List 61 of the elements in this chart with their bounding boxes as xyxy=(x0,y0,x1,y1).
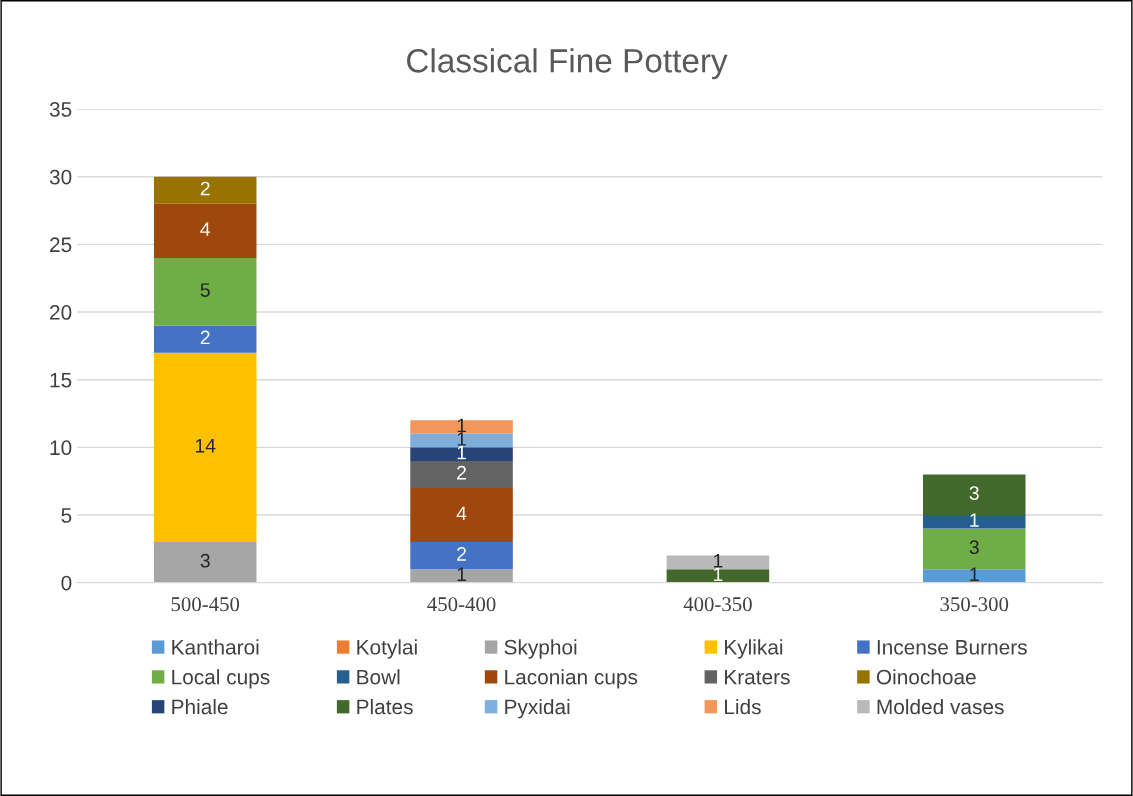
data-label: 2 xyxy=(200,330,210,345)
data-label: 1 xyxy=(457,432,467,446)
bar xyxy=(410,420,513,434)
y-tick-label: 10 xyxy=(50,440,72,456)
data-label: 3 xyxy=(969,486,979,500)
legend-label: Kantharoi xyxy=(172,639,259,655)
y-tick-label: 35 xyxy=(49,102,72,117)
legend-label: Oinochoae xyxy=(876,669,976,685)
data-label: 1 xyxy=(970,513,979,527)
data-label: 1 xyxy=(457,445,467,460)
bar xyxy=(153,325,257,353)
y-tick-label: 30 xyxy=(49,169,72,185)
chart-title: Classical Fine Pottery xyxy=(407,48,728,80)
y-tick-label: 20 xyxy=(50,305,72,320)
bar xyxy=(410,487,513,543)
y-tick-label: 15 xyxy=(50,372,72,388)
bar xyxy=(153,257,257,326)
data-label: 1 xyxy=(713,554,723,568)
x-tick-label: 500-450 xyxy=(171,597,240,612)
data-label: 4 xyxy=(456,506,467,521)
legend-label: Plates xyxy=(357,698,413,715)
bar xyxy=(153,542,257,583)
bar xyxy=(410,569,513,583)
x-tick-label: 450-400 xyxy=(427,597,496,612)
legend-label: Lids xyxy=(725,698,761,715)
legend-label: Incense Burners xyxy=(877,640,1027,655)
data-label: 4 xyxy=(200,222,211,236)
bar xyxy=(922,569,1026,583)
bar xyxy=(410,447,513,461)
bar xyxy=(410,460,513,488)
data-label: 3 xyxy=(200,553,210,568)
legend-label: Kraters xyxy=(725,669,790,685)
x-tick-label: 350-300 xyxy=(940,597,1009,612)
bar xyxy=(922,515,1026,529)
data-label: 1 xyxy=(457,567,467,581)
data-label: 1 xyxy=(457,418,467,433)
data-label: 1 xyxy=(713,567,723,581)
legend-label: Pyxidai xyxy=(505,698,570,719)
y-tick-label: 25 xyxy=(50,237,72,253)
bar xyxy=(153,176,257,204)
data-label: 3 xyxy=(969,540,979,555)
data-label: 1 xyxy=(970,567,979,581)
y-tick-label: 5 xyxy=(61,508,72,523)
data-label: 2 xyxy=(457,547,466,561)
legend-label: Kotylai xyxy=(357,639,417,659)
data-label: 2 xyxy=(457,465,466,480)
bar xyxy=(153,352,257,543)
legend-label: Laconian cups xyxy=(505,669,638,689)
legend-label: Skyphoi xyxy=(504,639,577,659)
legend-label: Bowl xyxy=(357,669,400,685)
data-label: 2 xyxy=(200,181,210,196)
bar xyxy=(666,569,770,583)
y-tick-label: 0 xyxy=(61,575,72,591)
legend-label: Local cups xyxy=(172,669,270,689)
x-tick-label: 400-350 xyxy=(683,597,752,612)
legend-label: Molded vases xyxy=(877,698,1004,715)
legend-label: Phiale xyxy=(172,698,228,715)
bar xyxy=(153,203,257,258)
data-label: 14 xyxy=(195,439,216,453)
legend-label: Kylikai xyxy=(725,639,783,659)
data-label: 5 xyxy=(200,283,210,297)
